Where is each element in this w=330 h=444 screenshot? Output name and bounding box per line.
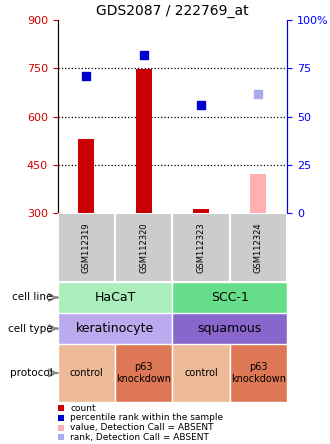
Text: GSM112324: GSM112324 [254, 222, 263, 273]
Text: percentile rank within the sample: percentile rank within the sample [70, 413, 223, 422]
Text: count: count [70, 404, 96, 412]
Text: HaCaT: HaCaT [94, 291, 136, 304]
Text: squamous: squamous [198, 322, 262, 335]
Bar [136, 69, 152, 213]
Bar [173, 282, 287, 313]
Bar [230, 213, 287, 282]
Text: rank, Detection Call = ABSENT: rank, Detection Call = ABSENT [70, 433, 209, 442]
Bar [115, 344, 173, 402]
Text: GSM112320: GSM112320 [139, 222, 148, 273]
Bar [193, 209, 209, 213]
Bar [79, 139, 94, 213]
Text: cell type: cell type [8, 324, 53, 333]
Text: p63
knockdown: p63 knockdown [116, 362, 171, 384]
Bar [115, 213, 173, 282]
Text: control: control [184, 368, 218, 378]
Text: p63
knockdown: p63 knockdown [231, 362, 286, 384]
Bar [173, 213, 230, 282]
Text: keratinocyte: keratinocyte [76, 322, 154, 335]
Text: protocol: protocol [10, 368, 53, 378]
Text: control: control [70, 368, 103, 378]
Bar [250, 174, 266, 213]
Bar [173, 344, 230, 402]
Bar [58, 213, 115, 282]
Text: SCC-1: SCC-1 [211, 291, 249, 304]
Bar [58, 313, 173, 344]
Text: value, Detection Call = ABSENT: value, Detection Call = ABSENT [70, 423, 214, 432]
Title: GDS2087 / 222769_at: GDS2087 / 222769_at [96, 4, 249, 18]
Bar [58, 344, 115, 402]
Text: cell line: cell line [13, 293, 53, 302]
Bar [173, 313, 287, 344]
Text: GSM112323: GSM112323 [197, 222, 206, 273]
Text: GSM112319: GSM112319 [82, 222, 91, 273]
Bar [58, 282, 173, 313]
Bar [230, 344, 287, 402]
